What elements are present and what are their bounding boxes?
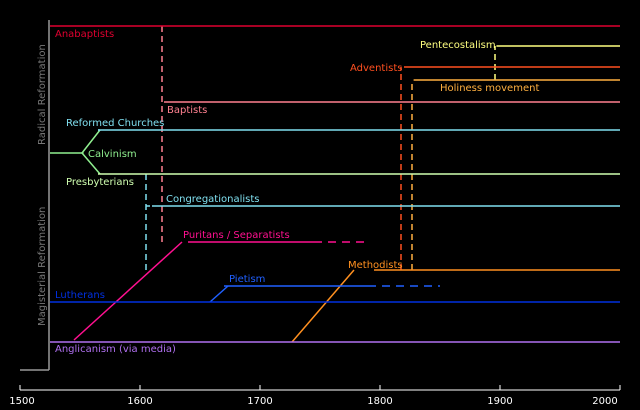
- baptists-label: Baptists: [167, 105, 207, 116]
- x-tick-label: 1600: [127, 396, 152, 407]
- x-ticks: 1500 1600 1700 1800 1900 2000: [9, 385, 621, 407]
- presbyterians-label: Presbyterians: [66, 177, 134, 188]
- anglicanism-label: Anglicanism (via media): [55, 344, 176, 355]
- x-tick-label: 1900: [487, 396, 512, 407]
- pietism-diagonal: [209, 285, 229, 303]
- puritans-label: Puritans / Separatists: [183, 230, 290, 241]
- x-tick-label: 1700: [247, 396, 272, 407]
- adventists-label: Adventists: [350, 63, 402, 74]
- calvinism-fork-lower: [81, 152, 101, 175]
- lutherans-label: Lutherans: [55, 290, 105, 301]
- x-tick-label: 1500: [9, 396, 34, 407]
- holiness-label: Holiness movement: [440, 83, 539, 94]
- branch-labels: Anabaptists Reformed Churches Calvinism Pre…: [55, 29, 539, 355]
- anabaptists-label: Anabaptists: [55, 29, 114, 40]
- branches: [50, 25, 620, 343]
- connectors: [73, 26, 496, 343]
- calvinism-fork: [81, 129, 101, 154]
- group-bracket: [20, 20, 50, 371]
- pentecostalism-label: Pentecostalism: [420, 40, 496, 51]
- puritans-diagonal: [73, 241, 183, 341]
- group-label-radical: Radical Reformation: [37, 44, 48, 145]
- x-axis: 1500 1600 1700 1800 1900 2000: [9, 385, 621, 407]
- methodists-diagonal: [291, 269, 355, 343]
- pietism-label: Pietism: [229, 274, 265, 285]
- methodists-label: Methodists: [348, 260, 403, 271]
- congregationalists-label: Congregationalists: [166, 194, 260, 205]
- reformed-churches-label: Reformed Churches: [66, 118, 164, 129]
- x-tick-label: 1800: [367, 396, 392, 407]
- group-label-magisterial: Magisterial Reformation: [37, 207, 48, 326]
- calvinism-label: Calvinism: [88, 149, 137, 160]
- x-tick-label: 2000: [592, 396, 617, 407]
